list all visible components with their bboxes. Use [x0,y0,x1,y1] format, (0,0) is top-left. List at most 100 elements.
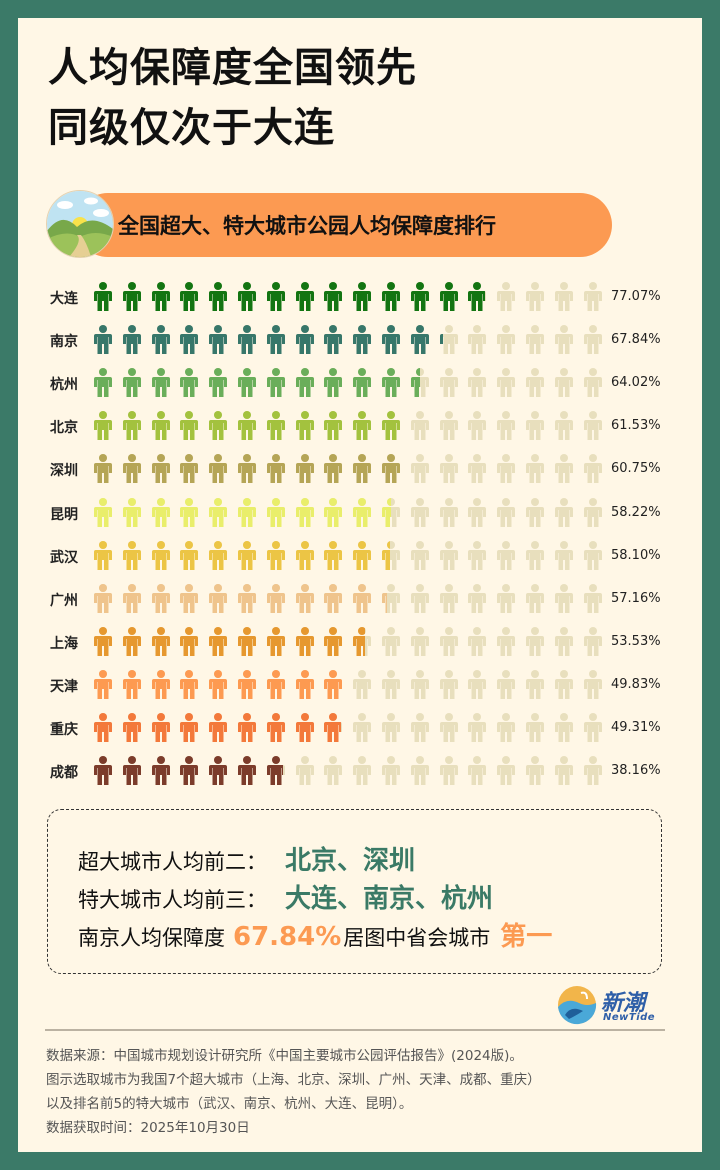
chart-row: 重庆 49.31% [28,713,678,743]
chart-row: 昆明 58.22% [28,497,678,528]
chart-row: 武汉 58.10% [28,540,678,571]
person-icon [410,713,430,743]
person-icon [410,282,430,312]
person-icon [323,454,343,484]
icon-row [93,454,613,484]
person-icon [467,756,487,786]
city-label: 广州 [50,592,78,609]
person-icon [179,756,199,786]
person-icon [179,368,199,398]
person-icon [554,497,574,528]
chart-row: 天津 49.83% [28,669,678,700]
summary-line-2-label: 特大城市人均前三： [78,888,267,912]
person-icon [352,626,372,657]
person-icon [93,282,113,312]
person-icon [295,325,315,355]
person-icon [179,282,199,312]
person-icon [525,368,545,398]
person-icon [266,756,286,786]
person-icon [151,756,171,786]
person-icon [381,540,401,571]
percent-label: 49.31% [611,720,661,735]
headline-line-2: 同级仅次于大连 [48,105,335,151]
person-icon [583,583,603,614]
percent-label: 38.16% [611,763,661,779]
person-icon [467,669,487,700]
city-label: 大连 [50,291,78,307]
percent-label: 67.84% [611,332,661,348]
icon-row [93,756,613,786]
person-icon [496,282,516,312]
person-icon [352,583,372,614]
person-icon [381,756,401,786]
person-icon [93,540,113,571]
person-icon [323,713,343,743]
icon-row [93,411,613,441]
person-icon [179,583,199,614]
person-icon [266,368,286,398]
person-icon [554,282,574,312]
person-icon [381,411,401,441]
person-icon [151,411,171,441]
person-icon [323,756,343,786]
icon-row [93,282,613,312]
person-icon [237,454,257,484]
person-icon [323,583,343,614]
person-icon [439,756,459,786]
person-icon [554,454,574,484]
city-label: 重庆 [50,722,78,738]
footer-note-1: 图示选取城市为我国7个超大城市（上海、北京、深圳、广州、天津、成都、重庆） [46,1072,541,1088]
person-icon [381,626,401,657]
city-label: 深圳 [50,463,78,480]
person-icon [93,325,113,355]
chart-row: 深圳 60.75% [28,454,678,484]
person-icon [410,497,430,528]
person-icon [179,626,199,657]
chart-row: 成都 38.16% [28,756,678,786]
person-icon [352,411,372,441]
person-icon [583,626,603,657]
person-icon [467,282,487,312]
person-icon [266,325,286,355]
chart-row: 杭州 64.02% [28,368,678,398]
person-icon [410,325,430,355]
person-icon [237,756,257,786]
person-icon [439,540,459,571]
person-icon [237,411,257,441]
person-icon [525,411,545,441]
person-icon [496,540,516,571]
person-icon [237,626,257,657]
icon-row [93,368,613,398]
person-icon [525,282,545,312]
person-icon [237,325,257,355]
person-icon [323,368,343,398]
summary-line-1-label: 超大城市人均前二： [78,850,267,874]
person-icon [151,540,171,571]
city-label: 北京 [50,420,78,437]
summary-line-3-suffix: 第一 [500,922,553,952]
person-icon [266,669,286,700]
person-icon [237,282,257,312]
person-icon [467,454,487,484]
person-icon [266,282,286,312]
person-icon [439,411,459,441]
person-icon [151,497,171,528]
person-icon [237,713,257,743]
person-icon [525,454,545,484]
person-icon [381,669,401,700]
person-icon [439,325,459,355]
icon-row [93,497,613,528]
city-label: 成都 [50,765,78,782]
person-icon [122,626,142,657]
person-icon [467,540,487,571]
summary-line-2: 特大城市人均前三： 大连、南京、杭州 [78,878,493,915]
person-icon [410,669,430,700]
person-icon [554,325,574,355]
person-icon [295,713,315,743]
person-icon [266,497,286,528]
person-icon [295,368,315,398]
footer-note-2: 以及排名前5的特大城市（武汉、南京、杭州、大连、昆明）。 [46,1096,413,1112]
person-icon [323,411,343,441]
person-icon [323,497,343,528]
person-icon [583,325,603,355]
